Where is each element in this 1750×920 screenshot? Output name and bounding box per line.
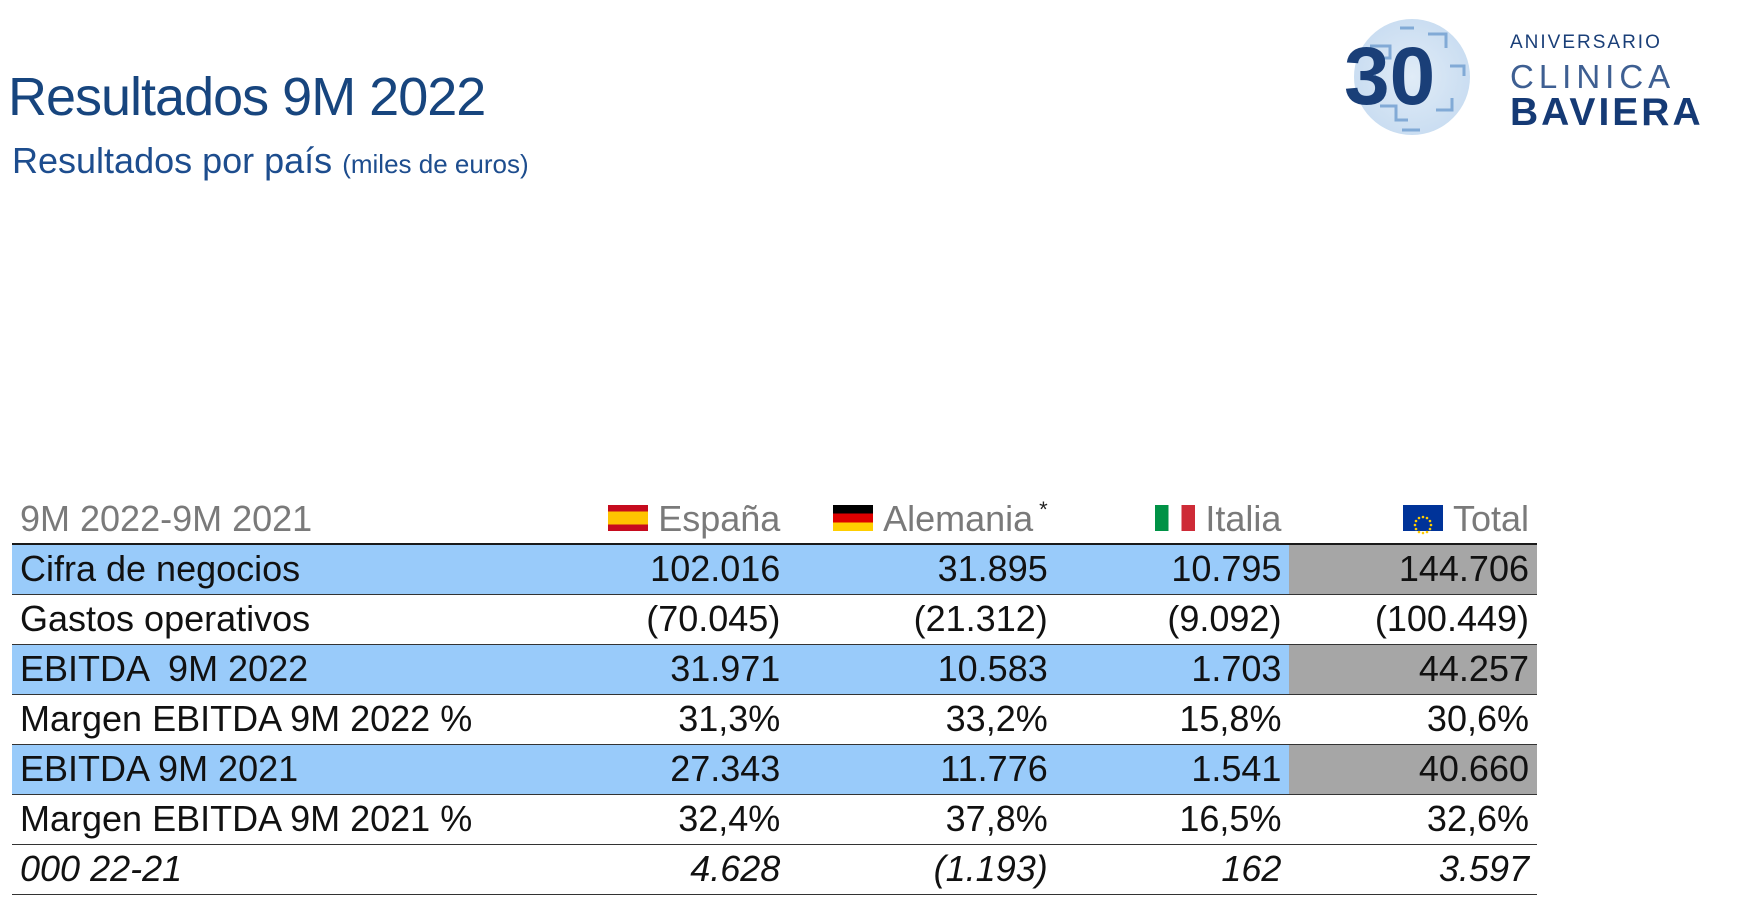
logo-text-aniversario: ANIVERSARIO [1510, 32, 1662, 53]
footnote-marker: * [1039, 496, 1048, 522]
cell-italy: 1.541 [1055, 744, 1290, 795]
column-header-germany: Alemania * [788, 494, 1056, 545]
column-header-total: Total [1289, 494, 1537, 545]
cell-spain: 31,3% [537, 694, 789, 745]
row-label: EBITDA 9M 2022 [12, 644, 538, 695]
table-header-row: 9M 2022-9M 2021 España Alemania * Italia … [12, 494, 1537, 545]
column-label: Alemania [883, 497, 1034, 539]
cell-italy: 15,8% [1055, 694, 1290, 745]
row-label: 000 22-21 [12, 844, 538, 895]
table-row-ebitda-2021: EBITDA 9M 2021 27.343 11.776 1.541 40.66… [12, 744, 1537, 795]
row-label: Gastos operativos [12, 594, 538, 645]
cell-total: 40.660 [1289, 744, 1537, 795]
table-row-gastos-operativos: Gastos operativos (70.045) (21.312) (9.0… [12, 594, 1537, 645]
row-label: Margen EBITDA 9M 2021 % [12, 794, 538, 845]
cell-germany: (21.312) [788, 594, 1056, 645]
cell-italy: 16,5% [1055, 794, 1290, 845]
logo-text-clinica: CLINICA [1510, 58, 1676, 95]
cell-spain: 102.016 [537, 544, 789, 595]
cell-total: 144.706 [1289, 544, 1537, 595]
cell-total: 32,6% [1289, 794, 1537, 845]
italy-flag-icon [1155, 504, 1196, 531]
logo-globe-icon: 30 [1344, 19, 1470, 135]
row-label: EBITDA 9M 2021 [12, 744, 538, 795]
results-by-country-table: 9M 2022-9M 2021 España Alemania * Italia … [12, 494, 1537, 895]
cell-spain: 4.628 [537, 844, 789, 895]
column-header-spain: España [537, 494, 789, 545]
table-row-margen-2022: Margen EBITDA 9M 2022 % 31,3% 33,2% 15,8… [12, 694, 1537, 745]
table-row-difference: 000 22-21 4.628 (1.193) 162 3.597 [12, 844, 1537, 895]
column-header-italy: Italia [1055, 494, 1290, 545]
cell-germany: 33,2% [788, 694, 1056, 745]
table-row-margen-2021: Margen EBITDA 9M 2021 % 32,4% 37,8% 16,5… [12, 794, 1537, 845]
cell-germany: 11.776 [788, 744, 1056, 795]
cell-total: 30,6% [1289, 694, 1537, 745]
cell-italy: 162 [1055, 844, 1290, 895]
spain-flag-icon [608, 504, 649, 531]
eu-flag-icon [1402, 504, 1443, 535]
cell-spain: 32,4% [537, 794, 789, 845]
units-note: (miles de euros) [342, 149, 529, 179]
germany-flag-icon [833, 504, 874, 531]
cell-germany: 31.895 [788, 544, 1056, 595]
cell-total: 44.257 [1289, 644, 1537, 695]
page-title: Resultados 9M 2022 [8, 67, 486, 127]
cell-italy: 10.795 [1055, 544, 1290, 595]
cell-italy: (9.092) [1055, 594, 1290, 645]
cell-germany: 37,8% [788, 794, 1056, 845]
column-label: España [658, 497, 781, 539]
logo-number: 30 [1344, 31, 1435, 122]
row-label: Margen EBITDA 9M 2022 % [12, 694, 538, 745]
cell-total: 3.597 [1289, 844, 1537, 895]
page-subtitle: Resultados por país (miles de euros) [12, 140, 529, 182]
table-row-ebitda-2022: EBITDA 9M 2022 31.971 10.583 1.703 44.25… [12, 644, 1537, 695]
logo-text-baviera: BAVIERA [1510, 91, 1704, 134]
cell-total: (100.449) [1289, 594, 1537, 645]
column-label: Total [1452, 497, 1529, 539]
subtitle-text: Resultados por país [12, 140, 333, 181]
cell-germany: (1.193) [788, 844, 1056, 895]
cell-italy: 1.703 [1055, 644, 1290, 695]
cell-spain: 31.971 [537, 644, 789, 695]
row-label: Cifra de negocios [12, 544, 538, 595]
cell-spain: (70.045) [537, 594, 789, 645]
column-label: Italia [1205, 497, 1282, 539]
period-header: 9M 2022-9M 2021 [12, 494, 538, 545]
cell-spain: 27.343 [537, 744, 789, 795]
table-row-cifra-negocios: Cifra de negocios 102.016 31.895 10.795 … [12, 544, 1537, 595]
clinica-baviera-logo: 30 ANIVERSARIO CLINICA BAVIERA [1340, 6, 1740, 166]
cell-germany: 10.583 [788, 644, 1056, 695]
